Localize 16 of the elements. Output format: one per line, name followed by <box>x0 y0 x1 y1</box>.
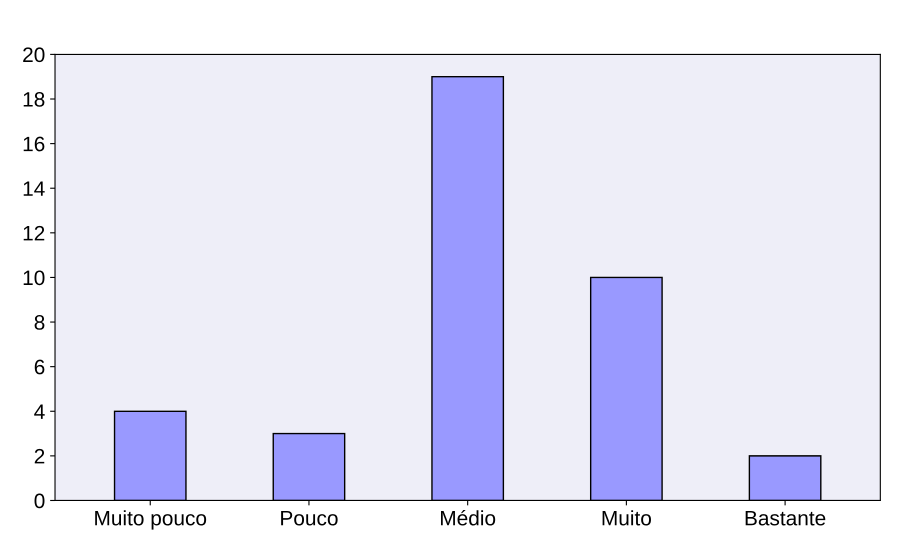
y-tick-label: 18 <box>24 92 44 107</box>
y-tick-label: 16 <box>24 136 44 152</box>
y-tick-label: 0 <box>34 493 44 508</box>
y-tick-label: 8 <box>34 315 44 330</box>
x-tick-label: Bastante <box>746 510 826 526</box>
y-tick-label: 10 <box>24 270 44 286</box>
y-tick-label: 14 <box>24 181 45 196</box>
y-tick-label: 12 <box>24 226 44 240</box>
x-tick-label: Muito <box>602 510 651 526</box>
x-tick-label: Muito pouco <box>95 510 206 530</box>
y-tick-label: 20 <box>23 47 44 62</box>
x-tick-label: Pouco <box>281 510 338 526</box>
y-tick-label: 2 <box>34 448 44 464</box>
y-tick-label: 6 <box>34 360 44 374</box>
y-tick-label: 4 <box>34 404 45 419</box>
x-tick-label: Médio <box>441 510 496 526</box>
